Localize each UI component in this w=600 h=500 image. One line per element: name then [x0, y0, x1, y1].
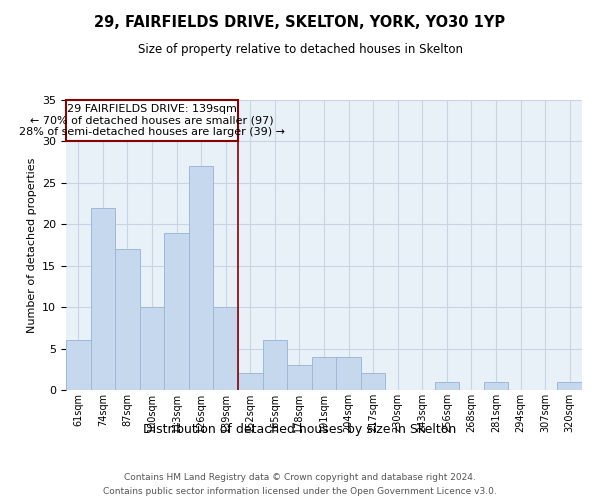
Bar — [361, 374, 385, 390]
Text: Size of property relative to detached houses in Skelton: Size of property relative to detached ho… — [137, 42, 463, 56]
Text: Contains public sector information licensed under the Open Government Licence v3: Contains public sector information licen… — [103, 488, 497, 496]
Bar — [115, 249, 140, 390]
Text: 28% of semi-detached houses are larger (39) →: 28% of semi-detached houses are larger (… — [19, 128, 285, 138]
Text: Contains HM Land Registry data © Crown copyright and database right 2024.: Contains HM Land Registry data © Crown c… — [124, 472, 476, 482]
FancyBboxPatch shape — [66, 100, 238, 141]
Bar — [140, 307, 164, 390]
Bar — [189, 166, 214, 390]
Bar — [66, 340, 91, 390]
Bar — [164, 232, 189, 390]
Y-axis label: Number of detached properties: Number of detached properties — [26, 158, 37, 332]
Bar — [287, 365, 312, 390]
Bar — [484, 382, 508, 390]
Text: 29, FAIRFIELDS DRIVE, SKELTON, YORK, YO30 1YP: 29, FAIRFIELDS DRIVE, SKELTON, YORK, YO3… — [94, 15, 506, 30]
Text: ← 70% of detached houses are smaller (97): ← 70% of detached houses are smaller (97… — [30, 116, 274, 126]
Bar — [557, 382, 582, 390]
Text: Distribution of detached houses by size in Skelton: Distribution of detached houses by size … — [143, 422, 457, 436]
Text: 29 FAIRFIELDS DRIVE: 139sqm: 29 FAIRFIELDS DRIVE: 139sqm — [67, 104, 237, 114]
Bar — [312, 357, 336, 390]
Bar — [214, 307, 238, 390]
Bar — [263, 340, 287, 390]
Bar — [238, 374, 263, 390]
Bar — [434, 382, 459, 390]
Bar — [336, 357, 361, 390]
Bar — [91, 208, 115, 390]
